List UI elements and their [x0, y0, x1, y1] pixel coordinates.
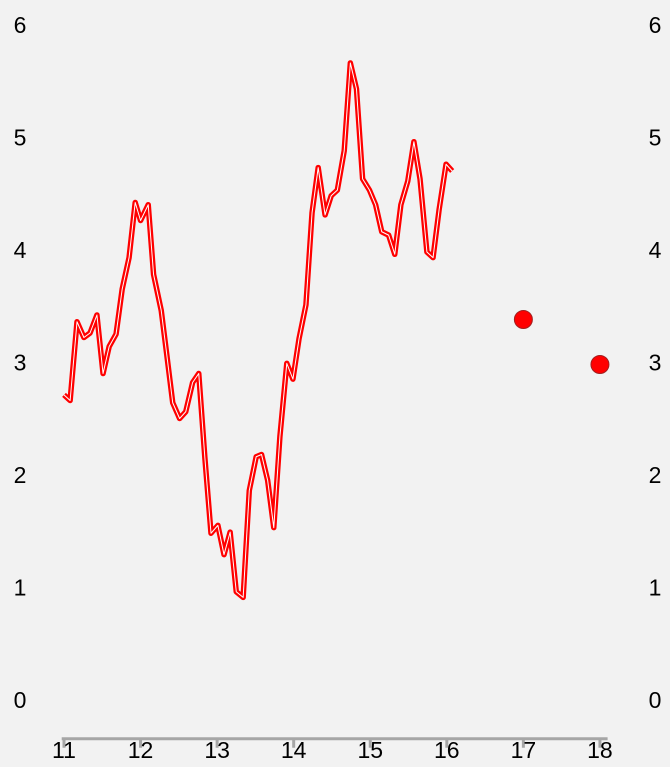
x-tick-label: 12 [128, 737, 154, 763]
x-tick-label: 11 [52, 737, 76, 763]
y-tick-label: 5 [14, 125, 27, 151]
y-tick-label: 3 [14, 350, 27, 376]
y2-tick-label: 4 [649, 237, 662, 263]
y2-tick-label: 2 [649, 462, 662, 488]
y-tick-label: 2 [14, 462, 27, 488]
y2-tick-label: 1 [649, 575, 662, 601]
point [590, 355, 610, 374]
point [513, 310, 533, 329]
y-tick-label: 0 [14, 687, 27, 713]
x-tick-label: 16 [434, 737, 460, 763]
x-tick-label: 13 [204, 737, 230, 763]
y-tick-label: 4 [14, 237, 27, 263]
line-series-highlight [63, 62, 453, 598]
y2-tick-label: 6 [649, 12, 662, 38]
y-tick-label: 1 [14, 575, 27, 601]
y2-tick-label: 0 [649, 687, 662, 713]
line-series [62, 60, 455, 601]
x-tick-label: 15 [357, 737, 383, 763]
y2-tick-label: 5 [649, 125, 662, 151]
y-tick-label: 6 [14, 12, 27, 38]
x-tick-label: 17 [511, 737, 537, 763]
x-tick-label: 14 [281, 737, 307, 763]
x-tick-label: 18 [587, 737, 613, 763]
y2-tick-label: 3 [649, 350, 662, 376]
